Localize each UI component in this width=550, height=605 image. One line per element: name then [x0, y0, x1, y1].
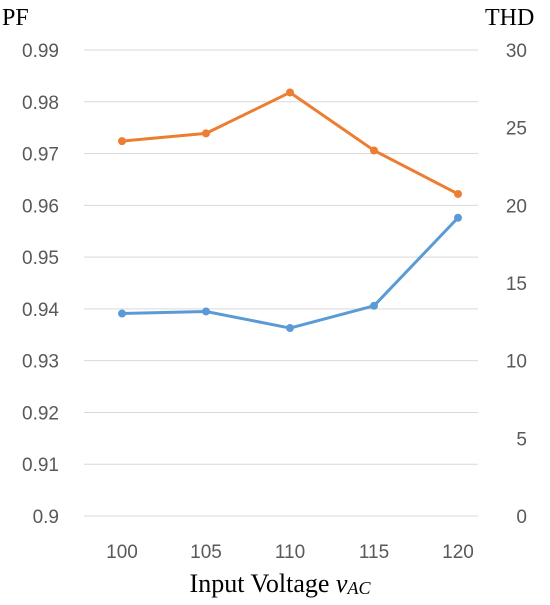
x-tick-label: 100 — [106, 542, 138, 563]
right-tick-label: 5 — [516, 429, 527, 450]
left-tick-label: 0.94 — [22, 300, 59, 321]
x-tick-label: 110 — [275, 542, 305, 563]
data-point — [454, 189, 462, 198]
right-axis-title: THD — [485, 5, 534, 31]
data-point — [454, 213, 462, 222]
right-tick-label: 10 — [506, 352, 527, 373]
x-axis-title-subscript: AC — [346, 578, 371, 598]
left-tick-label: 0.93 — [22, 352, 59, 373]
series-line — [120, 90, 460, 196]
right-tick-label: 25 — [506, 119, 527, 140]
right-axis-tick-labels: 0 5 10 15 20 25 30 — [506, 41, 527, 528]
right-tick-label: 15 — [506, 274, 527, 295]
left-axis-title: PF — [2, 5, 29, 31]
data-point — [202, 307, 210, 316]
x-tick-label: 120 — [442, 542, 474, 563]
data-point — [370, 146, 378, 155]
series-line — [120, 216, 460, 330]
data-point — [370, 301, 378, 310]
x-axis-title-main: Input Voltage — [190, 569, 336, 598]
data-point — [286, 324, 294, 333]
series-2 — [118, 88, 462, 198]
left-tick-label: 0.96 — [22, 196, 59, 217]
left-tick-label: 0.98 — [22, 93, 59, 114]
series — [118, 88, 462, 333]
left-tick-label: 0.92 — [22, 403, 59, 424]
data-point — [118, 137, 126, 146]
x-axis-tick-labels: 100 105 110 115 120 — [106, 542, 474, 563]
left-tick-label: 0.9 — [33, 507, 59, 528]
left-tick-label: 0.91 — [22, 455, 59, 476]
x-axis-title-variable: v — [336, 569, 348, 598]
x-tick-label: 105 — [190, 542, 222, 563]
left-axis-tick-labels: 0.9 0.91 0.92 0.93 0.94 0.95 0.96 0.97 0.98 0.99 — [22, 41, 59, 528]
left-tick-label: 0.99 — [22, 41, 59, 62]
left-tick-label: 0.97 — [22, 145, 59, 166]
x-tick-label: 115 — [359, 542, 389, 563]
right-tick-label: 30 — [506, 41, 527, 62]
left-tick-label: 0.95 — [22, 248, 59, 269]
gridlines — [84, 49, 478, 517]
x-axis-title: Input Voltage vAC — [190, 569, 372, 598]
data-point — [202, 129, 210, 138]
series-1 — [118, 213, 462, 333]
right-tick-label: 0 — [516, 507, 527, 528]
data-point — [118, 309, 126, 318]
data-point — [286, 88, 294, 97]
right-tick-label: 20 — [506, 196, 527, 217]
